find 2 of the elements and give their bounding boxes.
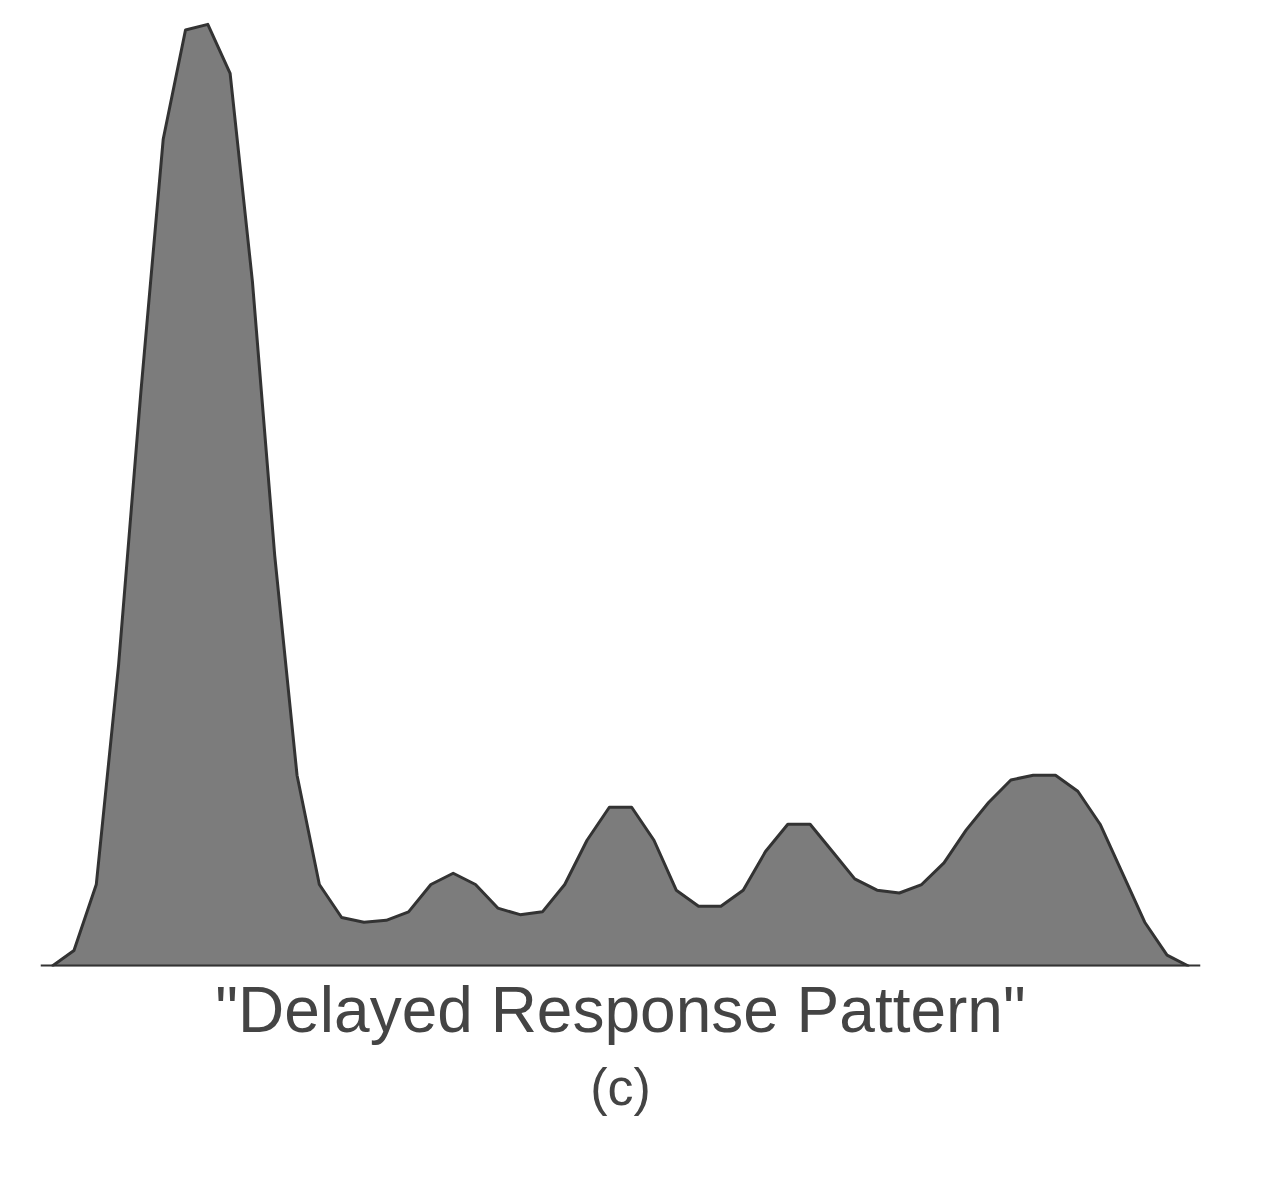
text: (c) <box>590 1057 651 1116</box>
text: "Delayed Response Pattern" <box>215 973 1026 1046</box>
